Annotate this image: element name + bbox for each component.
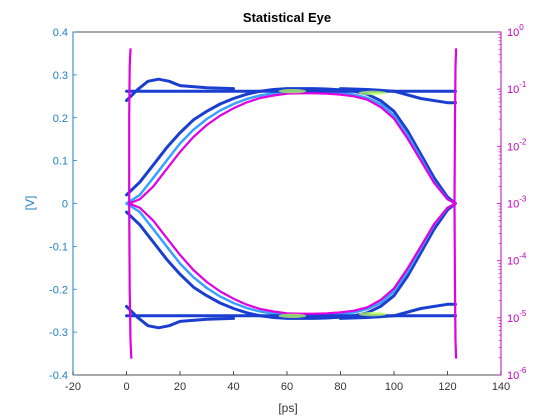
plot-area: -20 0 20 40 60 80 100 120 140 -0.4 -0.3 -0.2 -0.1 0 0.… (49, 23, 527, 393)
eye-density-hotspot (278, 313, 307, 319)
y-left-tick-label: 0.2 (53, 113, 68, 125)
x-axis-label: [ps] (278, 401, 297, 415)
x-tick-label: 40 (227, 381, 239, 393)
y-axis-label-left: [V] (23, 196, 37, 211)
x-tick-label: 120 (438, 381, 456, 393)
series-eye-upper-outer (125, 87, 457, 205)
chart-title: Statistical Eye (243, 10, 331, 25)
y-left-tick-label: -0.2 (49, 284, 68, 296)
x-tick-label: -20 (65, 381, 81, 393)
eye-density-hotspot (358, 90, 387, 96)
x-tick-label: 100 (385, 381, 403, 393)
y-right-tick-label: 10-4 (507, 252, 527, 268)
x-tick-label: 60 (281, 381, 293, 393)
series-bathtub-left (128, 48, 133, 359)
series-eye-upper-outer-mirror (125, 202, 457, 320)
series-contour-upper (128, 92, 457, 205)
x-tick-label: 80 (334, 381, 346, 393)
y-right-tick-label: 10-3 (507, 195, 527, 211)
series-upper-rail-2-mirror (125, 304, 235, 330)
x-tick-label: 0 (123, 381, 129, 393)
series-eye-upper-inner (125, 90, 457, 205)
y-left-tick-label: -0.4 (49, 370, 68, 382)
series-bathtub-right (453, 48, 458, 359)
y-left-tick-label: 0 (62, 199, 68, 211)
y-right-tick-label: 10-5 (507, 309, 527, 325)
x-tick-label: 140 (492, 381, 510, 393)
y-left-tick-label: 0.4 (53, 27, 68, 39)
y-left-tick-label: 0.1 (53, 156, 68, 168)
series-contour-lower (128, 202, 457, 315)
y-left-tick-label: -0.1 (49, 241, 68, 253)
y-right-tick-label: 100 (507, 23, 524, 39)
eye-density-hotspot (358, 311, 387, 317)
y-right-tick-label: 10-6 (507, 366, 527, 382)
series-upper-rail-3-mirror (339, 302, 457, 320)
eye-density-hotspot (278, 88, 307, 94)
series-eye-upper-inner-mirror (125, 202, 457, 317)
y-left-tick-label: 0.3 (53, 70, 68, 82)
series-upper-rail-3 (339, 87, 457, 105)
y-right-tick-label: 10-1 (507, 80, 527, 96)
series-upper-rail-2 (125, 77, 235, 103)
y-right-tick-label: 10-2 (507, 137, 527, 153)
plot-box (72, 31, 502, 376)
y-left-tick-label: -0.3 (49, 327, 68, 339)
x-tick-label: 20 (174, 381, 186, 393)
